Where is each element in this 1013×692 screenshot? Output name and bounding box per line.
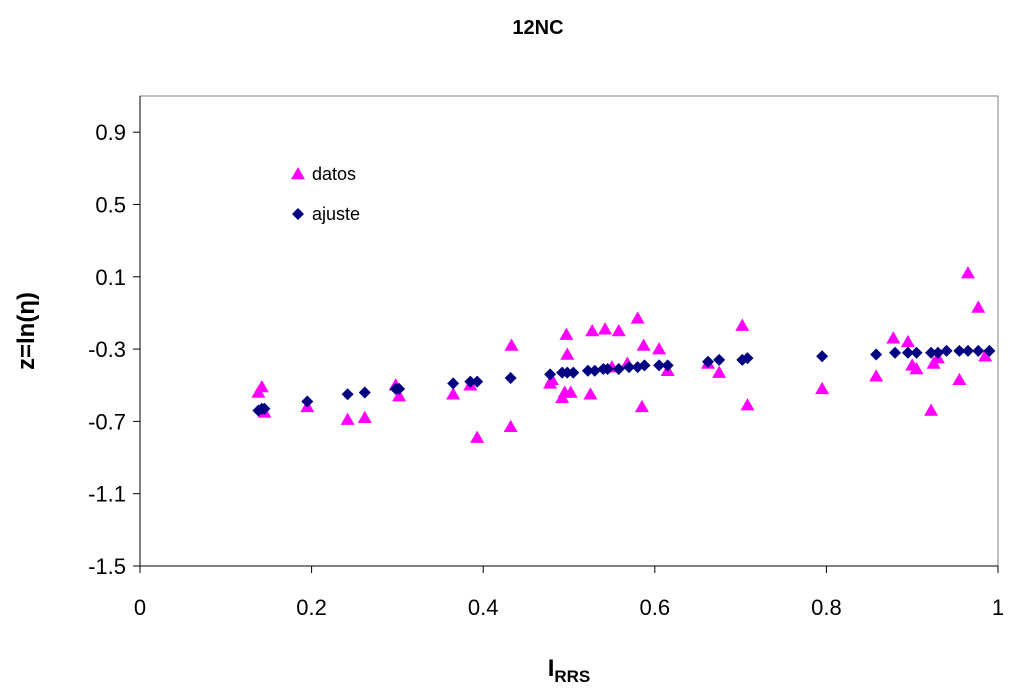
point-ajuste <box>889 346 902 359</box>
chart-title: 12NC <box>512 17 563 39</box>
y-tick-label: -1.1 <box>88 482 126 507</box>
point-ajuste <box>464 375 477 388</box>
x-axis-ticks: 0 0.2 0.4 0.6 0.8 1 <box>134 566 1004 620</box>
point-ajuste <box>301 395 314 408</box>
point-datos <box>735 318 750 331</box>
point-ajuste <box>504 372 517 384</box>
point-datos <box>392 389 407 402</box>
series-layer <box>251 266 996 443</box>
y-tick-label: 0.9 <box>95 120 126 145</box>
point-ajuste <box>931 346 944 359</box>
x-axis-title-main: I <box>548 655 555 682</box>
y-axis-ticks: -1.5 -1.1 -0.7 -0.3 0.1 0.5 0.9 <box>88 120 140 579</box>
point-ajuste <box>983 344 996 357</box>
point-ajuste <box>925 346 938 359</box>
point-ajuste <box>953 344 966 357</box>
point-ajuste <box>910 346 923 359</box>
point-ajuste <box>701 355 714 368</box>
point-datos <box>357 410 372 424</box>
x-tick-label: 1 <box>992 595 1004 620</box>
legend-label-datos: datos <box>312 164 356 184</box>
point-datos <box>598 322 613 335</box>
point-datos <box>952 372 967 386</box>
point-datos <box>585 324 600 337</box>
point-datos <box>924 403 939 416</box>
point-ajuste <box>961 344 974 357</box>
point-ajuste <box>713 353 726 366</box>
point-datos <box>544 372 559 386</box>
point-datos <box>909 361 924 375</box>
point-datos <box>560 347 575 360</box>
point-ajuste <box>623 361 636 374</box>
y-axis-title: z=ln(η) <box>13 292 40 370</box>
point-datos <box>652 342 667 355</box>
y-tick-label: -0.7 <box>88 409 126 434</box>
point-datos <box>504 338 519 351</box>
y-tick-label: -1.5 <box>88 554 126 579</box>
point-ajuste <box>972 344 985 357</box>
point-ajuste <box>393 382 406 395</box>
x-tick-label: 0.2 <box>296 595 327 620</box>
point-datos <box>563 385 578 398</box>
point-datos <box>634 399 649 413</box>
point-datos <box>254 380 269 393</box>
point-ajuste <box>561 366 574 379</box>
point-ajuste <box>901 346 914 359</box>
x-tick-label: 0.4 <box>468 595 499 620</box>
point-ajuste <box>653 359 666 372</box>
point-datos <box>446 387 461 400</box>
point-ajuste <box>567 366 580 379</box>
point-ajuste <box>471 375 484 388</box>
point-ajuste <box>258 402 271 415</box>
y-tick-label: 0.1 <box>95 265 126 290</box>
point-ajuste <box>612 362 625 375</box>
point-ajuste <box>588 364 601 377</box>
point-datos <box>340 412 355 425</box>
point-ajuste <box>341 388 354 401</box>
x-tick-label: 0 <box>134 595 146 620</box>
point-ajuste <box>638 359 651 372</box>
y-tick-label: -0.3 <box>88 337 126 362</box>
point-datos <box>636 338 651 351</box>
point-ajuste <box>816 350 829 363</box>
point-datos <box>559 327 574 340</box>
point-datos <box>630 311 645 324</box>
point-datos <box>470 430 485 443</box>
x-tick-label: 0.8 <box>811 595 842 620</box>
point-datos <box>815 381 830 395</box>
point-datos <box>900 334 915 348</box>
y-tick-label: 0.5 <box>95 192 126 217</box>
point-ajuste <box>581 364 594 377</box>
legend-marker-ajuste <box>292 208 304 220</box>
x-axis-title-subscript: RRS <box>554 667 590 686</box>
legend-label-ajuste: ajuste <box>312 204 360 224</box>
point-ajuste <box>661 359 674 372</box>
point-datos <box>869 369 884 382</box>
point-ajuste <box>940 344 953 357</box>
legend-marker-datos <box>291 167 305 180</box>
point-ajuste <box>358 386 371 399</box>
point-datos <box>740 398 755 411</box>
point-datos <box>583 387 598 400</box>
point-ajuste <box>447 377 460 390</box>
point-ajuste <box>601 362 614 375</box>
plot-area <box>139 95 999 567</box>
x-axis-title: IRRS <box>548 655 591 686</box>
point-datos <box>503 419 518 433</box>
point-ajuste <box>544 368 557 381</box>
x-tick-label: 0.6 <box>640 595 671 620</box>
point-datos <box>978 349 993 362</box>
point-datos <box>611 324 626 337</box>
point-ajuste <box>741 352 754 365</box>
legend: datos ajuste <box>291 164 360 224</box>
point-datos <box>886 331 901 344</box>
point-datos <box>960 266 975 279</box>
series-ajuste <box>252 344 996 417</box>
point-ajuste <box>870 348 883 361</box>
point-datos <box>971 300 986 313</box>
point-datos <box>712 365 727 378</box>
